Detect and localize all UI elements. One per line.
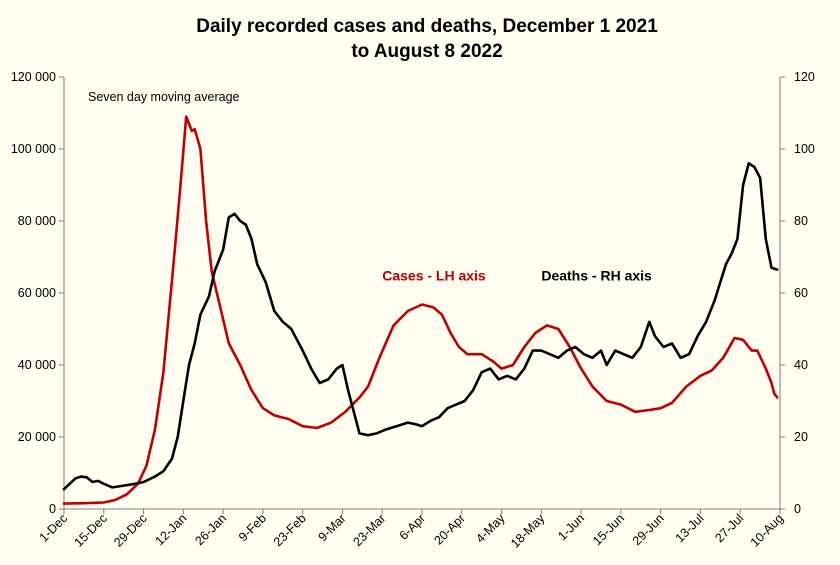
y-right-tick-label: 0: [794, 502, 801, 516]
y-right-tick-label: 80: [794, 214, 808, 228]
axes: 0 20 000 40 000 60 000 80 000 100 000 120 000 0…: [11, 70, 815, 551]
chart-note: Seven day moving average: [88, 90, 240, 104]
y-left-tick-label: 60 000: [18, 286, 56, 300]
x-tick-label: 9-Mar: [316, 511, 349, 544]
annotation-layer: Cases - LH axis Deaths - RH axis: [382, 267, 652, 283]
annotation-deaths-rh-axis: Deaths - RH axis: [541, 267, 652, 283]
x-tick-label: 6-Apr: [397, 511, 429, 543]
y-right-tick-label: 100: [794, 142, 815, 156]
y-left-tick-label: 40 000: [18, 358, 56, 372]
chart-title-line-1: Daily recorded cases and deaths, Decembe…: [196, 16, 658, 37]
y-right-tick-label: 40: [794, 358, 808, 372]
y-left-tick-label: 100 000: [11, 142, 56, 156]
y-left-tick-label: 80 000: [18, 214, 56, 228]
x-tick-label: 1-Dec: [37, 511, 70, 544]
x-tick-label: 15-Jun: [590, 511, 627, 548]
x-tick-label: 10-Aug: [748, 511, 786, 549]
x-tick-label: 18-May: [508, 511, 548, 551]
x-tick-label: 29-Dec: [111, 511, 149, 549]
series-line-deaths-rh-axis: [62, 162, 779, 491]
chart-title-line-2: to August 8 2022: [351, 41, 502, 62]
y-right-tick-label: 60: [794, 286, 808, 300]
x-tick-label: 12-Jan: [153, 511, 190, 548]
y-left-tick-label: 0: [49, 502, 56, 516]
y-right-tick-label: 20: [794, 430, 808, 444]
y-right-tick-label: 120: [794, 70, 815, 84]
x-tick-label: 26-Jan: [192, 511, 229, 548]
x-tick-label: 23-Feb: [271, 511, 309, 549]
x-tick-label: 20-Apr: [431, 511, 467, 547]
y-left-tick-label: 120 000: [11, 70, 56, 84]
x-tick-label: 29-Jun: [630, 511, 667, 548]
series-layer: [62, 115, 779, 505]
annotation-cases-lh-axis: Cases - LH axis: [382, 267, 486, 283]
x-tick-label: 1-Jun: [555, 511, 587, 543]
x-tick-label: 23-Mar: [350, 511, 388, 549]
x-tick-label: 15-Dec: [72, 511, 110, 549]
x-tick-label: 4-May: [473, 511, 508, 546]
y-left-tick-label: 20 000: [18, 430, 56, 444]
series-line-cases-lh-axis: [62, 115, 779, 505]
x-tick-label: 9-Feb: [236, 511, 269, 544]
x-tick-label: 27-Jul: [712, 511, 746, 545]
x-tick-label: 13-Jul: [673, 511, 707, 545]
